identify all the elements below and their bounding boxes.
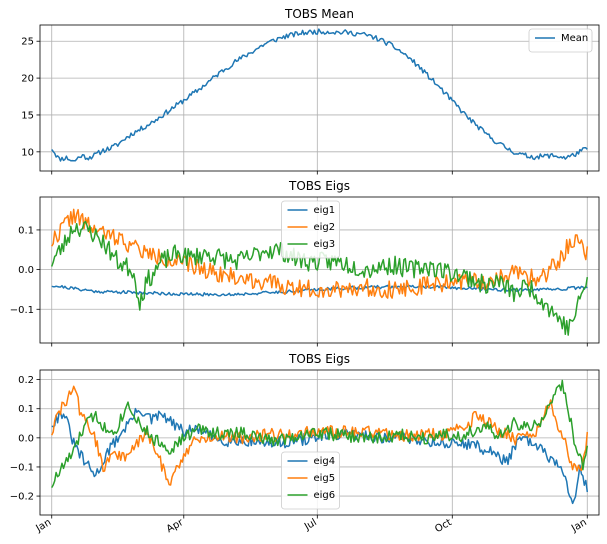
chart-title: TOBS Eigs: [288, 179, 350, 193]
y-tick-label: 0.1: [18, 404, 34, 415]
legend-label: eig3: [314, 239, 336, 250]
x-tick-label: Jul: [302, 517, 319, 533]
x-tick-label: Oct: [433, 517, 454, 535]
y-tick-label: 25: [21, 37, 34, 48]
y-tick-label: 0.0: [18, 265, 34, 276]
legend-label: eig1: [314, 205, 336, 216]
series-line-eig6: [51, 379, 589, 488]
y-tick-label: 15: [21, 110, 34, 121]
x-tick-label: Jan: [34, 517, 54, 535]
chart-title: TOBS Eigs: [288, 352, 350, 366]
legend-label: eig6: [314, 490, 336, 501]
legend-box: [528, 28, 593, 53]
x-tick-label: Jan: [569, 517, 589, 535]
legend-label: Mean: [561, 33, 588, 44]
y-tick-label: 10: [21, 147, 34, 158]
legend-label: eig4: [314, 456, 336, 467]
y-tick-label: 0.0: [18, 433, 34, 444]
y-tick-label: −0.1: [10, 305, 34, 316]
legend: eig1 eig2 eig3: [281, 200, 340, 259]
chart-panel-3: −0.2 −0.1 0.0 0.1 0.2 Jan Apr Jul Oct Jan TOBS Eig…: [10, 352, 600, 536]
series-line-Mean: [51, 28, 588, 162]
plot-frame: [39, 24, 600, 172]
y-tick-label: −0.2: [10, 492, 34, 503]
chart-title: TOBS Mean: [284, 7, 354, 21]
legend: eig4 eig5 eig6: [281, 451, 340, 510]
plot-frame: [39, 369, 600, 516]
legend-label: eig5: [314, 473, 336, 484]
y-tick-label: 20: [21, 74, 34, 85]
y-tick-label: −0.1: [10, 462, 34, 473]
chart-panel-2: −0.1 0.0 0.1 TOBS Eigs eig1 eig2 eig3: [10, 179, 600, 347]
y-tick-label: 0.2: [18, 375, 34, 386]
x-tick-label: Apr: [165, 517, 186, 536]
y-tick-label: 0.1: [18, 225, 34, 236]
chart-panel-1: 10 15 20 25 TOBS Mean Mean: [21, 7, 600, 175]
legend: Mean: [528, 28, 593, 53]
legend-label: eig2: [314, 222, 336, 233]
